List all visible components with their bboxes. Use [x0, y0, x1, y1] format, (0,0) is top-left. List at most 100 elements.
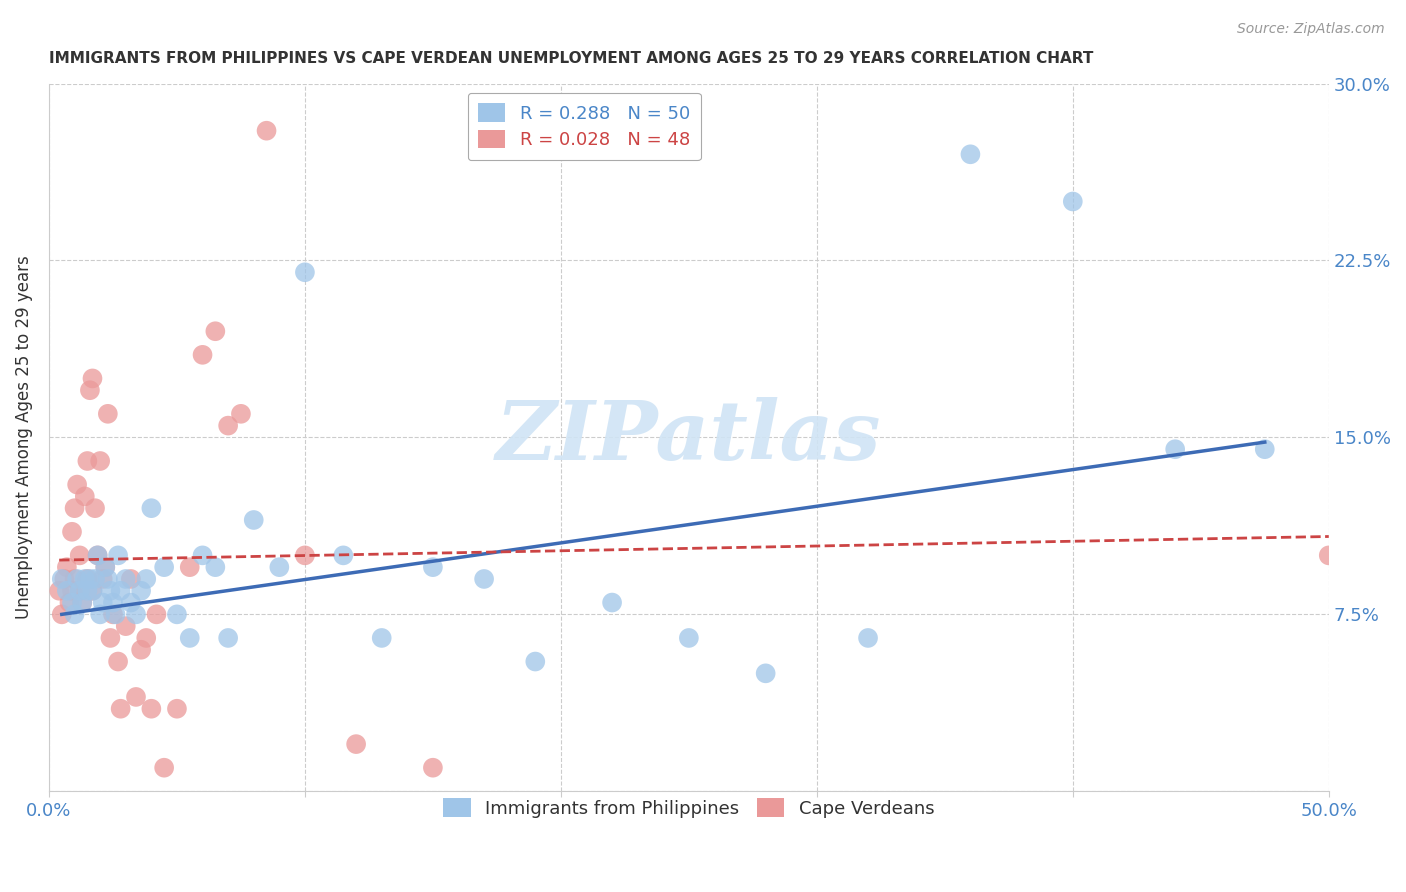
- Point: [179, 631, 201, 645]
- Point: [82, 583, 104, 598]
- Point: [294, 549, 316, 563]
- Point: [141, 501, 163, 516]
- Point: [110, 702, 132, 716]
- Point: [101, 596, 124, 610]
- Point: [135, 572, 157, 586]
- Point: [959, 147, 981, 161]
- Point: [89, 607, 111, 622]
- Y-axis label: Unemployment Among Ages 25 to 29 years: Unemployment Among Ages 25 to 29 years: [15, 255, 32, 619]
- Point: [60, 583, 83, 598]
- Point: [120, 572, 142, 586]
- Text: ZIPatlas: ZIPatlas: [496, 398, 882, 477]
- Point: [82, 371, 104, 385]
- Point: [84, 572, 107, 586]
- Point: [56, 560, 79, 574]
- Point: [166, 702, 188, 716]
- Point: [60, 524, 83, 539]
- Point: [114, 619, 136, 633]
- Point: [69, 549, 91, 563]
- Point: [84, 501, 107, 516]
- Point: [100, 631, 122, 645]
- Point: [125, 607, 148, 622]
- Point: [125, 690, 148, 704]
- Point: [63, 572, 86, 586]
- Point: [60, 596, 83, 610]
- Point: [217, 418, 239, 433]
- Point: [1254, 442, 1277, 457]
- Point: [120, 596, 142, 610]
- Point: [101, 607, 124, 622]
- Point: [76, 583, 98, 598]
- Point: [69, 583, 91, 598]
- Point: [73, 572, 96, 586]
- Point: [678, 631, 700, 645]
- Point: [524, 655, 547, 669]
- Point: [129, 642, 152, 657]
- Point: [332, 549, 354, 563]
- Point: [344, 737, 367, 751]
- Point: [1317, 549, 1340, 563]
- Point: [600, 596, 623, 610]
- Point: [114, 572, 136, 586]
- Point: [97, 572, 120, 586]
- Point: [76, 572, 98, 586]
- Text: IMMIGRANTS FROM PHILIPPINES VS CAPE VERDEAN UNEMPLOYMENT AMONG AGES 25 TO 29 YEA: IMMIGRANTS FROM PHILIPPINES VS CAPE VERD…: [49, 51, 1094, 66]
- Point: [1164, 442, 1187, 457]
- Point: [53, 572, 76, 586]
- Point: [79, 572, 101, 586]
- Point: [110, 583, 132, 598]
- Point: [755, 666, 778, 681]
- Point: [229, 407, 252, 421]
- Point: [91, 596, 114, 610]
- Point: [256, 124, 278, 138]
- Point: [94, 560, 117, 574]
- Point: [104, 607, 127, 622]
- Point: [422, 560, 444, 574]
- Point: [472, 572, 495, 586]
- Point: [58, 596, 80, 610]
- Point: [153, 761, 176, 775]
- Legend: Immigrants from Philippines, Cape Verdeans: Immigrants from Philippines, Cape Verdea…: [436, 791, 942, 825]
- Point: [86, 549, 108, 563]
- Point: [73, 489, 96, 503]
- Point: [91, 572, 114, 586]
- Point: [70, 596, 93, 610]
- Point: [370, 631, 392, 645]
- Text: Source: ZipAtlas.com: Source: ZipAtlas.com: [1237, 22, 1385, 37]
- Point: [51, 607, 73, 622]
- Point: [48, 583, 70, 598]
- Point: [856, 631, 879, 645]
- Point: [145, 607, 167, 622]
- Point: [51, 572, 73, 586]
- Point: [166, 607, 188, 622]
- Point: [153, 560, 176, 574]
- Point: [422, 761, 444, 775]
- Point: [89, 454, 111, 468]
- Point: [69, 583, 91, 598]
- Point: [63, 501, 86, 516]
- Point: [191, 549, 214, 563]
- Point: [63, 607, 86, 622]
- Point: [217, 631, 239, 645]
- Point: [204, 324, 226, 338]
- Point: [94, 560, 117, 574]
- Point: [179, 560, 201, 574]
- Point: [135, 631, 157, 645]
- Point: [129, 583, 152, 598]
- Point: [66, 572, 89, 586]
- Point: [204, 560, 226, 574]
- Point: [141, 702, 163, 716]
- Point: [242, 513, 264, 527]
- Point: [66, 477, 89, 491]
- Point: [1062, 194, 1084, 209]
- Point: [191, 348, 214, 362]
- Point: [107, 549, 129, 563]
- Point: [269, 560, 291, 574]
- Point: [107, 655, 129, 669]
- Point: [86, 549, 108, 563]
- Point: [100, 583, 122, 598]
- Point: [97, 407, 120, 421]
- Point: [76, 454, 98, 468]
- Point: [79, 383, 101, 397]
- Point: [294, 265, 316, 279]
